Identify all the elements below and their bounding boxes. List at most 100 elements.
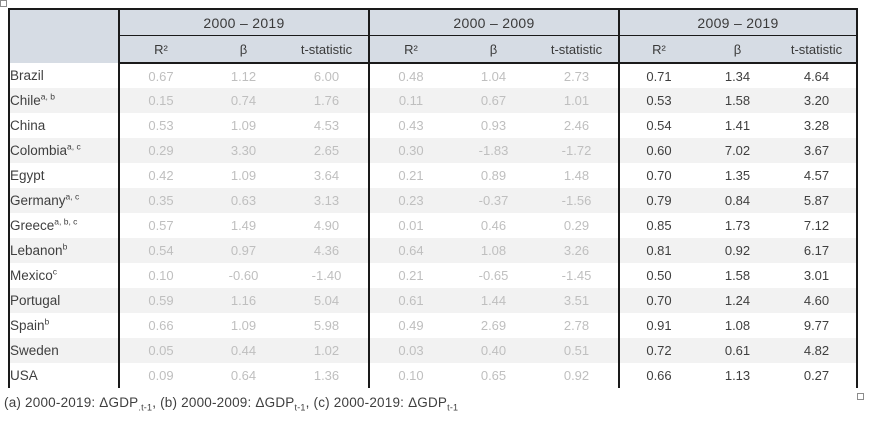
- subheader-2-0: R²: [618, 35, 698, 64]
- value-cell: 2.78: [563, 318, 590, 333]
- value-cell: 0.84: [724, 193, 751, 208]
- value-cell: 0.71: [618, 63, 698, 88]
- value-cell: 0.59: [118, 288, 202, 313]
- value-cell: 0.23: [368, 188, 452, 213]
- value-cell: 0.89: [480, 168, 507, 183]
- value-cell: 1.08: [724, 318, 751, 333]
- value-cell: 0.70: [618, 163, 698, 188]
- value-cell: 6.00: [313, 68, 340, 84]
- table-row: Colombiaa, c 0.29 3.30 2.65 0.30 -1.83 -1.72 0.…: [9, 138, 857, 163]
- value-cell: 0.67: [480, 93, 507, 108]
- subheader-1-0: R²: [368, 35, 452, 64]
- value-cell: 0.15: [118, 88, 202, 113]
- value-cell: 0.66: [118, 313, 202, 338]
- selection-handle-bottom-right[interactable]: [857, 393, 864, 400]
- value-cell: 0.92: [563, 368, 590, 383]
- value-cell: 0.09: [118, 363, 202, 388]
- table-row: Portugal 0.59 1.16 5.04 0.61 1.44 3.51 0.70 1.24…: [9, 288, 857, 313]
- value-cell: 0.93: [480, 118, 507, 133]
- country-note-superscript: b: [44, 316, 50, 327]
- value-cell: -1.56: [561, 193, 592, 208]
- country-note-superscript: a, c: [65, 191, 80, 202]
- country-note-superscript: c: [52, 266, 58, 277]
- value-cell: 4.57: [803, 168, 830, 183]
- value-cell: 1.08: [480, 243, 507, 258]
- value-cell: 4.90: [313, 218, 340, 233]
- value-cell: 0.48: [368, 63, 452, 88]
- value-cell: 0.01: [368, 213, 452, 238]
- value-cell: 0.21: [368, 163, 452, 188]
- value-cell: 0.10: [368, 363, 452, 388]
- value-cell: 1.35: [724, 168, 751, 183]
- country-cell: USA: [9, 363, 120, 388]
- value-cell: -1.45: [561, 268, 592, 283]
- value-cell: 0.74: [230, 93, 257, 108]
- value-cell: 3.13: [313, 193, 340, 208]
- value-cell: 0.30: [368, 138, 452, 163]
- value-cell: 3.28: [803, 118, 830, 133]
- value-cell: 0.10: [118, 263, 202, 288]
- subheader-1-1: β: [452, 35, 535, 64]
- value-cell: 0.81: [618, 238, 698, 263]
- value-cell: 7.02: [724, 143, 751, 158]
- value-cell: 0.53: [118, 113, 202, 138]
- table-row: Mexicoc 0.10 -0.60 -1.40 0.21 -0.65 -1.45 0.50 1…: [9, 263, 857, 288]
- value-cell: 1.36: [313, 368, 340, 383]
- subheader-2-1: β: [698, 35, 777, 64]
- value-cell: 0.57: [118, 213, 202, 238]
- value-cell: 1.09: [230, 118, 257, 133]
- value-cell: 1.34: [724, 68, 751, 84]
- value-cell: 1.58: [724, 268, 751, 283]
- value-cell: 2.65: [313, 143, 340, 158]
- value-cell: 0.66: [618, 363, 698, 388]
- subheader-0-2: t-statistic: [285, 35, 369, 64]
- subheader-1-2: t-statistic: [535, 35, 619, 64]
- value-cell: 4.82: [803, 343, 830, 358]
- country-cell: Mexicoc: [9, 263, 120, 288]
- table-row: Germanya, c 0.35 0.63 3.13 0.23 -0.37 -1.56 0.7…: [9, 188, 857, 213]
- value-cell: 2.73: [563, 68, 590, 84]
- value-cell: 0.97: [230, 243, 257, 258]
- table-row: Sweden 0.05 0.44 1.02 0.03 0.40 0.51 0.72 0.61 4.…: [9, 338, 857, 363]
- value-cell: 3.01: [803, 268, 830, 283]
- value-cell: 7.12: [803, 218, 830, 233]
- value-cell: 1.09: [230, 168, 257, 183]
- footnote-text: , (c) 2000-2019: ΔGDP: [305, 395, 448, 410]
- value-cell: 0.72: [618, 338, 698, 363]
- value-cell: 0.42: [118, 163, 202, 188]
- value-cell: 5.04: [313, 293, 340, 308]
- table-header: 2000 – 2019 2000 – 2009 2009 – 2019 R² β t-s…: [9, 9, 857, 64]
- table-row: Egypt 0.42 1.09 3.64 0.21 0.89 1.48 0.70 1.35 4.5…: [9, 163, 857, 188]
- value-cell: 3.30: [230, 143, 257, 158]
- country-cell: Spainb: [9, 313, 120, 338]
- value-cell: -0.60: [228, 268, 259, 283]
- value-cell: 0.35: [118, 188, 202, 213]
- country-note-superscript: a, b, c: [54, 216, 78, 227]
- selection-handle-top-left[interactable]: [0, 0, 7, 7]
- table-row: Spainb 0.66 1.09 5.98 0.49 2.69 2.78 0.91 1.08 9.…: [9, 313, 857, 338]
- value-cell: 2.46: [563, 118, 590, 133]
- value-cell: 0.27: [803, 368, 830, 383]
- footnote-subscript: .t-1: [138, 402, 153, 413]
- value-cell: 1.76: [313, 93, 340, 108]
- subheader-2-2: t-statistic: [777, 35, 857, 64]
- value-cell: 0.70: [618, 288, 698, 313]
- subheader-0-1: β: [202, 35, 285, 64]
- value-cell: 1.73: [724, 218, 751, 233]
- country-cell: Egypt: [9, 163, 120, 188]
- table-row: Lebanonb 0.54 0.97 4.36 0.64 1.08 3.26 0.81 0.92…: [9, 238, 857, 263]
- value-cell: -1.83: [478, 143, 509, 158]
- country-cell: Portugal: [9, 288, 120, 313]
- value-cell: 3.51: [563, 293, 590, 308]
- value-cell: 0.29: [118, 138, 202, 163]
- value-cell: 5.98: [313, 318, 340, 333]
- footnote-subscript: t-1: [294, 402, 306, 413]
- value-cell: 5.87: [803, 193, 830, 208]
- value-cell: 0.67: [118, 63, 202, 88]
- value-cell: 0.05: [118, 338, 202, 363]
- value-cell: 3.67: [803, 143, 830, 158]
- value-cell: 1.02: [313, 343, 340, 358]
- value-cell: 0.85: [618, 213, 698, 238]
- value-cell: 1.04: [480, 68, 507, 84]
- value-cell: 0.44: [230, 343, 257, 358]
